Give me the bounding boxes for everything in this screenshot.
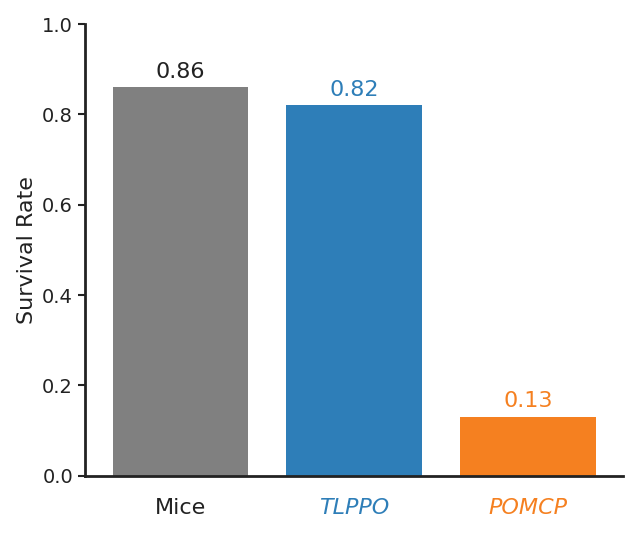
Bar (460, 417, 596, 476)
Text: 0.86: 0.86 (156, 61, 205, 82)
Text: 0.82: 0.82 (330, 79, 379, 100)
Text: TLPPO: TLPPO (319, 498, 389, 519)
Text: POMCP: POMCP (488, 498, 567, 519)
Bar (113, 87, 248, 476)
Bar (286, 106, 422, 476)
Text: 0.13: 0.13 (503, 391, 552, 411)
Y-axis label: Survival Rate: Survival Rate (17, 176, 36, 324)
Text: Mice: Mice (155, 498, 206, 519)
